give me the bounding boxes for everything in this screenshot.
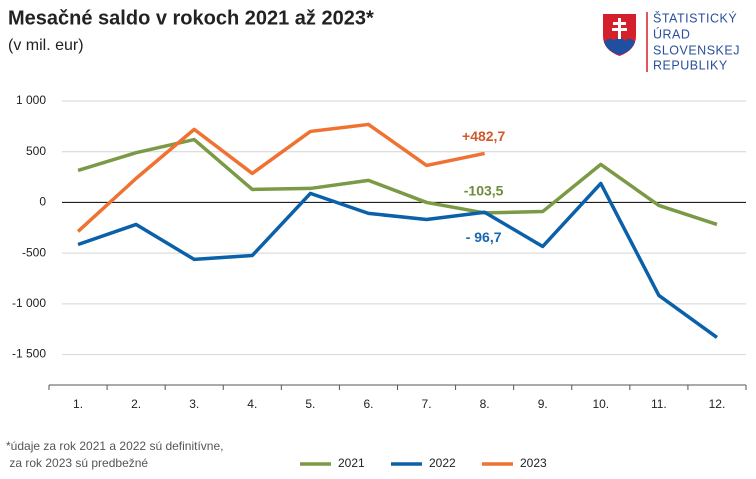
series-line (77, 137, 718, 227)
footnote: *údaje za rok 2021 a 2022 sú definitívne… (6, 439, 224, 453)
x-tick-label: 10. (592, 397, 609, 411)
legend-label: 2023 (520, 456, 547, 470)
series-line (77, 181, 718, 339)
logo: ŠTATISTICKÝ ÚRAD SLOVENSKEJ REPUBLIKY (603, 10, 740, 72)
legend-label: 2022 (429, 456, 456, 470)
x-tick-label: 2. (131, 397, 141, 411)
logo-text: SLOVENSKEJ (653, 43, 740, 57)
x-tick-label: 3. (189, 397, 199, 411)
data-label: +482,7 (462, 128, 505, 144)
logo-cross (612, 18, 627, 39)
x-tick-label: 6. (363, 397, 373, 411)
x-tick-label: 8. (480, 397, 490, 411)
x-tick-label: 1. (73, 397, 83, 411)
chart-subtitle: (v mil. eur) (8, 37, 84, 54)
x-tick-label: 4. (247, 397, 257, 411)
chart-title: Mesačné saldo v rokoch 2021 až 2023* (8, 7, 374, 29)
y-tick-label: 0 (39, 195, 46, 209)
data-label: - 96,7 (466, 229, 502, 245)
x-tick-label: 7. (422, 397, 432, 411)
y-tick-label: -1 000 (12, 296, 46, 310)
logo-text: REPUBLIKY (653, 58, 728, 72)
logo-text: ÚRAD (653, 26, 690, 41)
y-tick-label: -500 (22, 245, 46, 259)
x-tick-label: 9. (538, 397, 548, 411)
footnote: za rok 2023 sú predbežné (6, 456, 148, 470)
data-label: -103,5 (464, 183, 504, 199)
y-tick-label: -1 500 (12, 347, 46, 361)
y-tick-label: 500 (26, 144, 46, 158)
series-line (76, 122, 485, 233)
x-tick-label: 11. (651, 397, 667, 411)
logo-hills (604, 37, 635, 55)
x-tick-label: 12. (709, 397, 726, 411)
legend-label: 2021 (338, 456, 365, 470)
x-tick-label: 5. (305, 397, 315, 411)
logo-text: ŠTATISTICKÝ (653, 10, 737, 25)
y-tick-label: 1 000 (16, 93, 46, 107)
